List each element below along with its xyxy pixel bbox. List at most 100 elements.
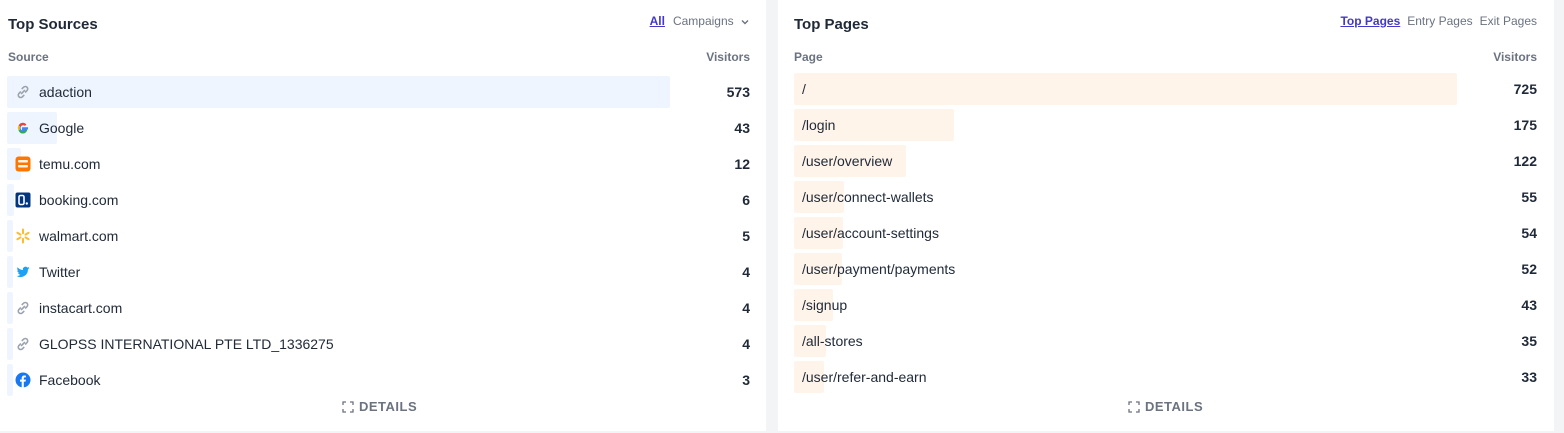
tab-exit-pages[interactable]: Exit Pages [1479,14,1537,28]
row-bar [7,256,13,288]
row-bar [7,220,13,252]
row-bar [7,364,13,396]
row-value: 4 [742,264,750,280]
list-item[interactable]: /user/account-settings 54 [778,215,1554,251]
link-icon [15,84,31,100]
list-item[interactable]: /user/connect-wallets 55 [778,179,1554,215]
row-label: booking.com [39,192,119,208]
list-item[interactable]: /user/overview 122 [778,143,1554,179]
row-value: 12 [734,156,750,172]
list-item[interactable]: Facebook 3 [0,362,766,398]
top-sources-panel: Top Sources All Campaigns Source Visitor… [0,0,766,431]
top-pages-panel: Top Pages Top Pages Entry Pages Exit Pag… [778,0,1554,431]
row-label: /user/payment/payments [802,261,956,277]
row-label: /user/account-settings [802,225,939,241]
pages-tabs: Top Pages Entry Pages Exit Pages [1340,14,1537,28]
row-label: temu.com [39,156,101,172]
sources-details-button[interactable]: DETAILS [342,399,417,414]
row-value: 6 [742,192,750,208]
row-value: 573 [726,84,750,100]
top-sources-title: Top Sources [8,16,98,33]
row-label: /signup [802,297,848,313]
expand-icon [1128,400,1140,413]
row-label: /user/refer-and-earn [802,369,927,385]
visitors-column-header: Visitors [1493,50,1537,64]
pages-details-button[interactable]: DETAILS [1128,399,1203,414]
details-label: DETAILS [359,399,418,414]
details-label: DETAILS [1145,399,1204,414]
row-value: 55 [1521,189,1537,205]
row-bar [7,148,21,180]
row-label: GLOPSS INTERNATIONAL PTE LTD_1336275 [39,336,334,352]
tab-all[interactable]: All [649,14,665,28]
top-pages-title: Top Pages [794,16,869,33]
row-bar [7,184,14,216]
link-icon [15,300,31,316]
list-item[interactable]: adaction 573 [0,74,766,110]
chevron-down-icon [741,19,749,25]
list-item[interactable]: temu.com 12 [0,146,766,182]
row-value: 43 [734,120,750,136]
page-column-header: Page [794,50,823,64]
sources-tabs: All Campaigns [650,14,750,28]
list-item[interactable]: /signup 43 [778,287,1554,323]
row-bar [794,145,906,177]
list-item[interactable]: / 725 [778,71,1554,107]
tab-campaigns[interactable]: Campaigns [673,14,750,28]
row-bar [794,109,954,141]
list-item[interactable]: booking.com 6 [0,182,766,218]
row-bar [7,292,13,324]
walmart-icon [15,228,31,244]
list-item[interactable]: walmart.com 5 [0,218,766,254]
expand-icon [342,400,354,413]
list-item[interactable]: instacart.com 4 [0,290,766,326]
row-label: /all-stores [802,333,863,349]
row-value: 52 [1521,261,1537,277]
row-bar [794,325,826,357]
row-value: 4 [742,336,750,352]
row-bar [794,289,833,321]
row-value: 5 [742,228,750,244]
list-item[interactable]: Twitter 4 [0,254,766,290]
row-value: 43 [1521,297,1537,313]
row-value: 4 [742,300,750,316]
sources-list: adaction 573 Google 43 temu.com 12 booking.com… [0,74,766,398]
row-value: 33 [1521,369,1537,385]
row-label: Facebook [39,372,101,388]
row-bar [794,253,842,285]
visitors-column-header: Visitors [706,50,750,64]
row-value: 175 [1513,117,1537,133]
google-icon [15,120,31,136]
list-item[interactable]: GLOPSS INTERNATIONAL PTE LTD_1336275 4 [0,326,766,362]
row-bar [794,361,824,393]
row-label: Twitter [39,264,81,280]
list-item[interactable]: Google 43 [0,110,766,146]
pages-list: / 725/login 175/user/overview 122/user/conn… [778,71,1554,395]
list-item[interactable]: /user/refer-and-earn 33 [778,359,1554,395]
row-label: / [802,81,806,97]
list-item[interactable]: /all-stores 35 [778,323,1554,359]
row-label: adaction [39,84,92,100]
booking-icon [15,192,31,208]
temu-icon [15,156,31,172]
row-bar [7,76,670,108]
row-label: instacart.com [39,300,123,316]
list-item[interactable]: /login 175 [778,107,1554,143]
row-value: 3 [742,372,750,388]
tab-campaigns-label: Campaigns [672,14,734,28]
row-label: /user/connect-wallets [802,189,934,205]
row-label: /user/overview [802,153,893,169]
row-bar [794,73,1457,105]
tab-top-pages[interactable]: Top Pages [1340,14,1401,28]
link-icon [15,336,31,352]
source-column-header: Source [8,50,49,64]
row-bar [7,112,57,144]
row-value: 725 [1513,81,1537,97]
row-value: 122 [1513,153,1537,169]
row-label: /login [802,117,836,133]
tab-entry-pages[interactable]: Entry Pages [1407,14,1473,28]
facebook-icon [15,372,31,388]
list-item[interactable]: /user/payment/payments 52 [778,251,1554,287]
row-value: 54 [1521,225,1537,241]
twitter-icon [15,264,31,280]
